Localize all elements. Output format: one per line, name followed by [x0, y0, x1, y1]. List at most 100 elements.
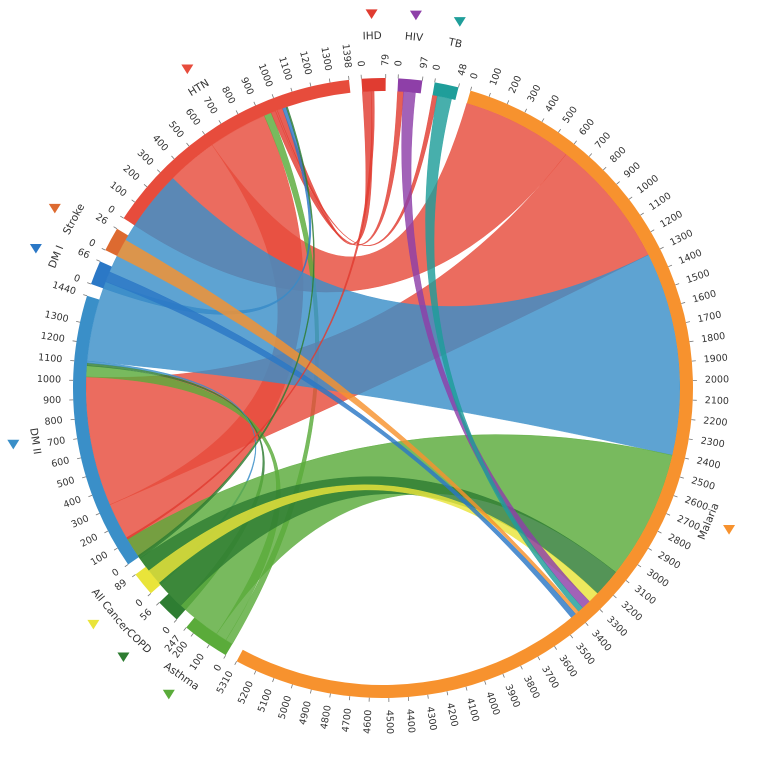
arc-allcancer[interactable] — [135, 566, 161, 594]
tick-malaria-700 — [588, 153, 593, 157]
tick-malaria-4300 — [427, 694, 429, 699]
arc-htn[interactable] — [123, 79, 351, 226]
tick-label-malaria-4600: 4600 — [362, 709, 374, 734]
tick-htn-500 — [186, 142, 190, 147]
tick-label-dmii-1200: 1200 — [40, 331, 66, 346]
tick-label-malaria-1200: 1200 — [658, 209, 684, 231]
marker-stroke-icon — [48, 203, 61, 214]
tick-malaria-2700 — [666, 513, 671, 516]
tick-label-stroke-0: 0 — [87, 237, 97, 250]
tick-label-malaria-3800: 3800 — [521, 674, 542, 701]
tick-dmii-300 — [95, 513, 100, 516]
tick-dmii-500 — [82, 476, 87, 479]
tick-label-malaria-4400: 4400 — [404, 708, 417, 733]
arc-dmi[interactable] — [90, 261, 112, 289]
tick-label-malaria-0: 0 — [469, 72, 481, 81]
node-label-copd: COPD — [124, 627, 154, 656]
tick-label-copd-0: 0 — [161, 625, 173, 637]
arc-layer — [73, 78, 694, 699]
node-label-stroke: Stroke — [61, 202, 88, 237]
marker-allcancer-icon — [87, 619, 100, 630]
tick-malaria-4000 — [484, 680, 487, 685]
tick-dmi-0 — [87, 282, 92, 285]
tick-label-htn-800: 800 — [219, 85, 237, 106]
tick-label-malaria-2900: 2900 — [656, 550, 682, 572]
tick-htn-900 — [253, 101, 256, 106]
tick-malaria-3100 — [625, 580, 630, 584]
tick-label-malaria-2200: 2200 — [703, 415, 728, 428]
tick-label-malaria-2400: 2400 — [695, 456, 721, 472]
tick-htn-600 — [202, 130, 205, 135]
tick-label-malaria-5000: 5000 — [277, 694, 295, 720]
tick-label-malaria-1600: 1600 — [691, 288, 717, 305]
tick-malaria-5310 — [234, 661, 237, 665]
tick-label-malaria-3100: 3100 — [632, 584, 658, 608]
tick-htn-400 — [171, 155, 175, 160]
tick-label-dmi-66: 66 — [76, 247, 92, 262]
tick-malaria-2900 — [648, 547, 652, 551]
arc-copd[interactable] — [159, 593, 186, 620]
tick-label-htn-1300: 1300 — [318, 46, 333, 72]
tick-malaria-5100 — [272, 678, 275, 683]
tick-label-malaria-800: 800 — [608, 145, 629, 166]
tick-label-htn-1100: 1100 — [276, 55, 294, 81]
tick-malaria-200 — [506, 100, 510, 105]
tick-label-malaria-4000: 4000 — [483, 690, 501, 716]
tick-label-malaria-4800: 4800 — [319, 704, 334, 730]
tick-htn-700 — [218, 120, 222, 124]
tick-label-htn-400: 400 — [150, 133, 170, 154]
tick-malaria-500 — [558, 128, 561, 133]
tick-label-dmii-1300: 1300 — [44, 309, 70, 325]
tick-malaria-4200 — [446, 691, 449, 696]
tick-label-malaria-3600: 3600 — [557, 653, 580, 679]
ribbon-htn-ihd — [277, 91, 373, 245]
tick-dmii-700 — [73, 438, 78, 440]
tick-label-allcancer-89: 89 — [113, 577, 129, 593]
arc-asthma[interactable] — [186, 617, 233, 656]
arc-tb[interactable] — [432, 82, 459, 100]
tick-stroke-26 — [113, 226, 118, 230]
node-label-allcancer: All Cancer — [89, 586, 132, 635]
tick-malaria-800 — [603, 166, 607, 171]
tick-malaria-1700 — [685, 321, 690, 323]
arc-stroke[interactable] — [105, 228, 129, 256]
tick-dmii-400 — [88, 494, 93, 498]
tick-label-allcancer-0: 0 — [134, 597, 146, 609]
tick-htn-1100 — [290, 87, 293, 92]
tick-htn-1000 — [271, 94, 274, 99]
tick-dmii-1200 — [72, 340, 77, 342]
marker-dmii-icon — [7, 439, 20, 450]
tick-label-ihd-79: 79 — [380, 54, 391, 66]
tick-label-malaria-2100: 2100 — [705, 395, 730, 407]
tick-label-dmii-100: 100 — [89, 550, 110, 569]
tick-label-malaria-3000: 3000 — [644, 567, 670, 590]
tick-label-hiv-97: 97 — [418, 56, 430, 69]
node-label-dmii: DM II — [27, 427, 43, 455]
tick-malaria-1100 — [640, 212, 644, 216]
tick-label-malaria-2000: 2000 — [705, 374, 729, 386]
tick-label-malaria-1500: 1500 — [685, 268, 711, 286]
tick-label-asthma-100: 100 — [188, 652, 207, 673]
tick-label-malaria-500: 500 — [561, 104, 580, 125]
arc-dmii[interactable] — [73, 295, 139, 565]
tick-dmii-200 — [104, 530, 109, 534]
marker-htn-icon — [181, 64, 194, 75]
tick-label-malaria-3900: 3900 — [502, 683, 521, 710]
tick-label-malaria-1400: 1400 — [677, 247, 704, 267]
tick-malaria-3900 — [502, 673, 505, 678]
node-label-tb: TB — [446, 36, 463, 51]
tick-dmi-66 — [96, 259, 101, 262]
arc-hiv[interactable] — [397, 78, 423, 94]
tick-label-dmii-1000: 1000 — [37, 374, 61, 386]
tick-label-dmii-900: 900 — [43, 395, 62, 407]
tick-label-malaria-1700: 1700 — [697, 309, 723, 325]
node-label-ihd: IHD — [363, 30, 382, 43]
tick-label-malaria-4900: 4900 — [298, 700, 314, 726]
tick-label-malaria-1000: 1000 — [635, 173, 661, 196]
marker-tb-icon — [453, 17, 466, 27]
arc-ihd[interactable] — [361, 78, 386, 92]
tick-asthma-247 — [183, 627, 187, 631]
tick-label-tb-0: 0 — [431, 64, 443, 72]
tick-malaria-1300 — [659, 246, 664, 250]
